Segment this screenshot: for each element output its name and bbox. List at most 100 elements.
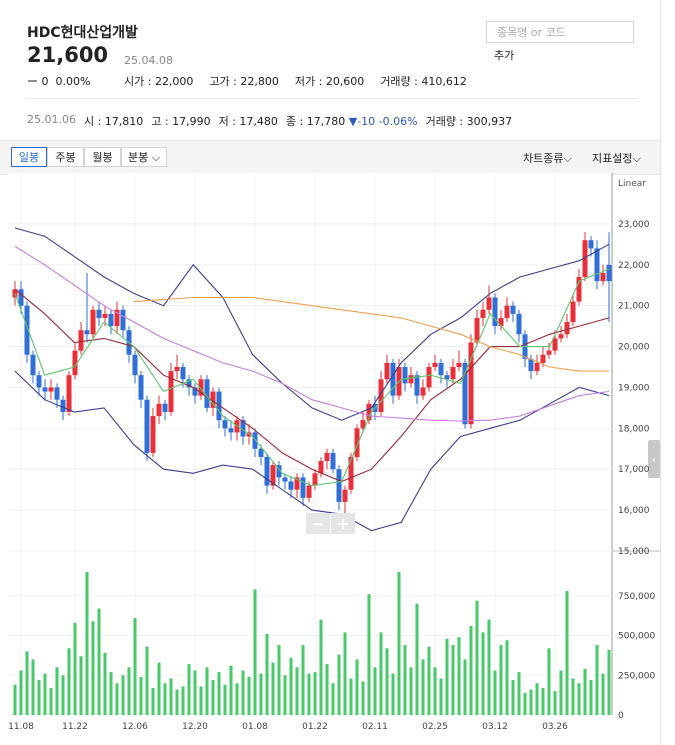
volume-bar <box>187 664 191 715</box>
volume-bar <box>541 687 545 715</box>
volume-bar <box>505 640 509 715</box>
volume-bar <box>127 667 131 715</box>
indicator-label: 지표설정 <box>592 152 633 165</box>
candle-body <box>222 420 228 429</box>
volume-bar <box>421 659 425 715</box>
price: 21,600 <box>27 43 109 67</box>
add-button[interactable]: 추가 <box>494 49 515 62</box>
candle-body <box>594 248 600 282</box>
x-tick-label: 12.20 <box>182 722 208 732</box>
volume-bar <box>571 678 575 715</box>
stat: 고가 : 22,800 <box>209 75 279 88</box>
candle-body <box>426 367 432 388</box>
candle-body <box>444 375 450 380</box>
y-tick-label: 18,000 <box>618 424 650 434</box>
change-pct: 0.00% <box>55 75 91 88</box>
info-item: 시 : 17,810 <box>83 115 144 128</box>
candle-body <box>36 375 42 388</box>
volume-bar <box>433 667 437 715</box>
tab-minute[interactable]: 분봉 ⌵ <box>121 147 167 167</box>
y-tick-label: 23,000 <box>618 220 650 230</box>
volume-tick-label: 250,000 <box>618 671 655 681</box>
volume-tick-label: 0 <box>618 711 624 721</box>
candle-body <box>342 489 348 502</box>
volume-bar <box>553 691 557 715</box>
y-tick-label: 22,000 <box>618 261 650 271</box>
indicator[interactable]: 지표설정⌵ <box>592 152 641 165</box>
candle-body <box>516 313 522 335</box>
volume-bar <box>211 680 215 715</box>
info-item: 저 : 17,480 <box>218 115 278 128</box>
tab-month[interactable]: 월봉 <box>84 147 121 167</box>
x-tick-label: 01.22 <box>302 722 328 732</box>
volume-bar <box>445 638 449 715</box>
volume-bar <box>583 668 587 715</box>
candle-body <box>414 375 420 396</box>
candle-body <box>114 309 120 327</box>
candle-body <box>180 367 186 380</box>
volume-bar <box>247 676 251 715</box>
candle-body <box>24 305 30 355</box>
x-tick-label: 12.06 <box>122 722 148 732</box>
volume-bar <box>49 687 53 715</box>
candle-body <box>252 432 258 449</box>
candle-body <box>288 481 294 490</box>
candle-body <box>54 387 60 400</box>
volume-bar <box>205 667 209 715</box>
volume-bar <box>397 571 401 715</box>
tab-week[interactable]: 주봉 <box>47 147 84 167</box>
candle-body <box>432 362 438 367</box>
volume-bar <box>355 659 359 715</box>
info-date: 25.01.06 <box>27 113 76 126</box>
candle-body <box>270 465 276 486</box>
volume-bar <box>475 600 479 715</box>
volume-bar <box>73 622 77 715</box>
candle-body <box>606 264 612 282</box>
candle-body <box>456 362 462 367</box>
y-tick-label: 16,000 <box>618 506 650 516</box>
chart-type-label: 차트종류 <box>523 152 564 165</box>
volume-bar <box>481 632 485 715</box>
plot-area <box>8 173 612 715</box>
volume-bar <box>301 645 305 715</box>
tab-day[interactable]: 일봉 <box>11 147 47 167</box>
tab-minute-label: 분봉 <box>127 151 149 164</box>
zoom-button[interactable] <box>331 513 355 534</box>
volume-bar <box>499 645 503 715</box>
candle-body <box>534 362 540 372</box>
indicator-line <box>14 370 610 532</box>
volume-bar <box>37 680 41 715</box>
volume-bar <box>439 678 443 715</box>
volume-bar <box>97 608 101 715</box>
candle-body <box>354 428 360 457</box>
volume-bar <box>163 683 167 715</box>
candle-body <box>438 362 444 376</box>
volume-bar <box>307 673 311 715</box>
zoom-button[interactable] <box>306 513 330 534</box>
volume-bar <box>379 632 383 715</box>
volume-bar <box>175 689 179 715</box>
volume-bar <box>535 683 539 715</box>
scale-label: Linear <box>618 179 646 189</box>
candle-body <box>192 387 198 396</box>
volume-bar <box>595 645 599 715</box>
volume-bar <box>289 657 293 715</box>
candle-body <box>258 448 264 457</box>
volume-bar <box>325 664 329 715</box>
volume-bar <box>349 678 353 715</box>
candle-body <box>390 362 396 396</box>
volume-bar <box>547 648 551 715</box>
scroll-tab[interactable] <box>648 440 660 478</box>
candle-body <box>318 461 324 474</box>
x-tick-label: 11.08 <box>8 722 34 732</box>
candle-body <box>330 452 336 470</box>
candle-body <box>360 420 366 429</box>
chart-type[interactable]: 차트종류⌵ <box>523 152 572 165</box>
candle-body <box>384 362 390 380</box>
x-tick-label: 02.25 <box>422 722 448 732</box>
candle-body <box>420 387 426 396</box>
volume-bar <box>79 656 83 715</box>
search-input[interactable]: 종목명 or 코드 <box>486 21 634 43</box>
volume-bar <box>463 659 467 715</box>
volume-bar <box>415 603 419 715</box>
